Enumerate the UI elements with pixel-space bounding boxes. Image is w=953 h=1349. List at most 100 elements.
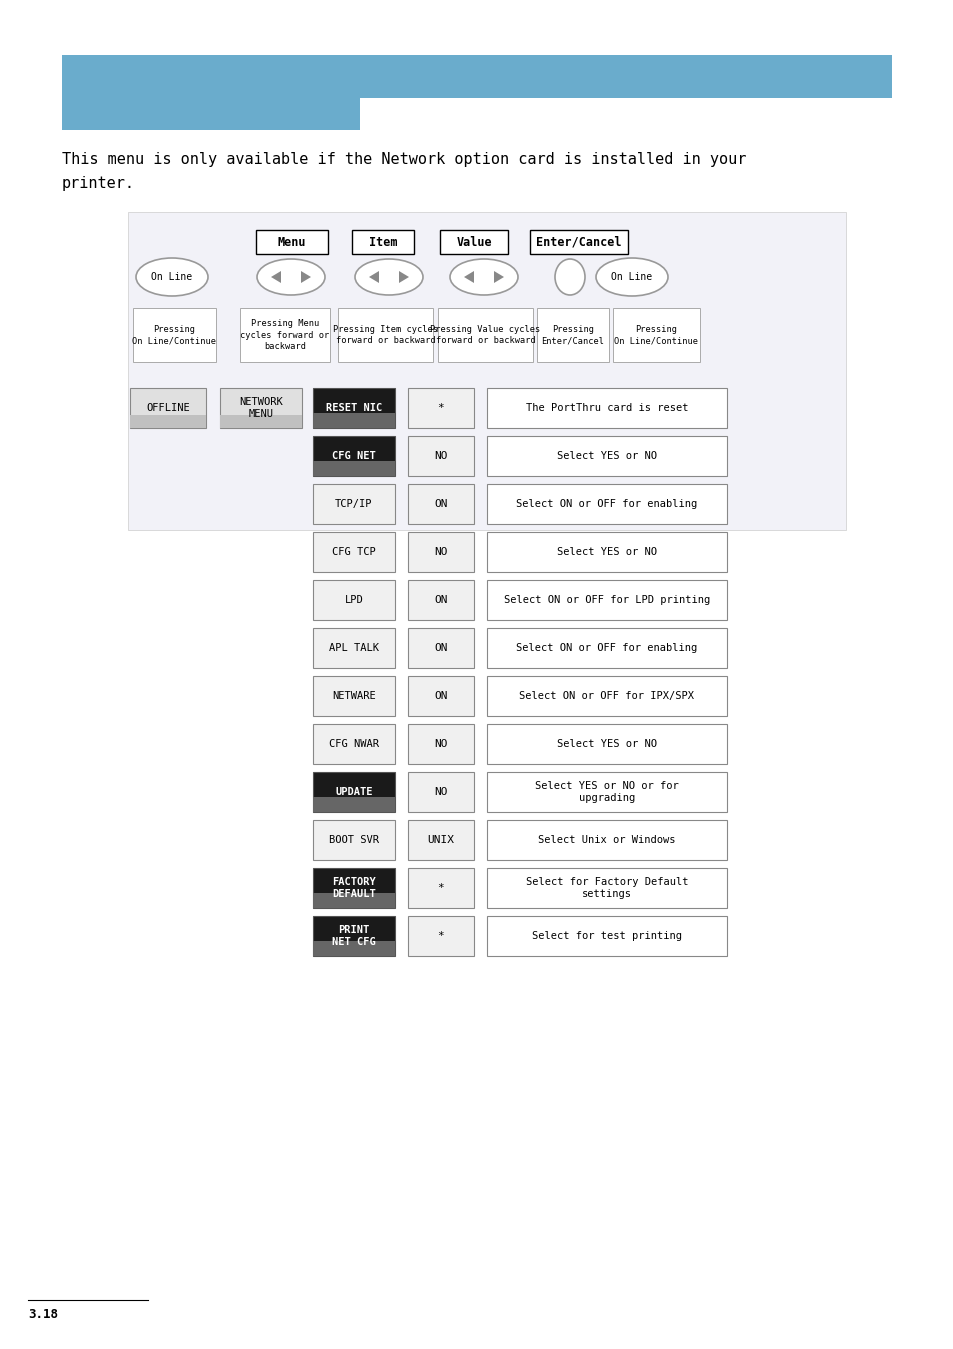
Text: *: *	[437, 931, 444, 942]
Text: Pressing
Enter/Cancel: Pressing Enter/Cancel	[541, 325, 604, 345]
Ellipse shape	[136, 258, 208, 295]
Text: Select YES or NO: Select YES or NO	[557, 739, 657, 749]
Text: UNIX: UNIX	[427, 835, 454, 844]
Bar	[313, 461, 395, 476]
Text: Select YES or NO: Select YES or NO	[557, 451, 657, 461]
Text: LPD: LPD	[344, 595, 363, 604]
Text: NO: NO	[434, 786, 447, 797]
Bar	[240, 308, 330, 362]
Bar	[408, 772, 474, 812]
Bar	[313, 724, 395, 764]
Bar	[486, 916, 726, 956]
Text: PRINT
NET CFG: PRINT NET CFG	[332, 925, 375, 947]
Bar	[486, 724, 726, 764]
Text: BOOT SVR: BOOT SVR	[329, 835, 378, 844]
Bar	[313, 436, 395, 476]
Bar	[313, 389, 395, 428]
Bar	[313, 867, 395, 908]
Text: ON: ON	[434, 595, 447, 604]
Text: Select YES or NO or for
upgrading: Select YES or NO or for upgrading	[535, 781, 679, 803]
Text: TCP/IP: TCP/IP	[335, 499, 373, 509]
Bar	[313, 676, 395, 716]
Text: NO: NO	[434, 739, 447, 749]
Bar	[439, 229, 507, 254]
Text: Pressing
On Line/Continue: Pressing On Line/Continue	[614, 325, 698, 345]
Bar	[408, 532, 474, 572]
Bar	[408, 820, 474, 861]
Bar	[613, 308, 700, 362]
Text: CFG NWAR: CFG NWAR	[329, 739, 378, 749]
Bar	[313, 413, 395, 428]
Bar	[408, 436, 474, 476]
Text: Pressing Item cycles
forward or backward: Pressing Item cycles forward or backward	[333, 325, 437, 345]
Text: OFFLINE: OFFLINE	[146, 403, 190, 413]
Bar	[408, 389, 474, 428]
Bar	[255, 229, 328, 254]
Text: 3.18: 3.18	[28, 1309, 58, 1321]
Text: NETWORK
MENU: NETWORK MENU	[239, 397, 283, 420]
Text: Enter/Cancel: Enter/Cancel	[536, 236, 621, 248]
Bar	[486, 484, 726, 523]
Text: ON: ON	[434, 691, 447, 701]
Bar	[486, 867, 726, 908]
Text: Item: Item	[369, 236, 396, 248]
Bar	[62, 55, 891, 98]
Text: NETWARE: NETWARE	[332, 691, 375, 701]
Text: Pressing Menu
cycles forward or
backward: Pressing Menu cycles forward or backward	[240, 320, 330, 351]
Text: NO: NO	[434, 546, 447, 557]
Bar	[313, 772, 395, 812]
Text: This menu is only available if the Network option card is installed in your: This menu is only available if the Netwo…	[62, 152, 745, 167]
Ellipse shape	[555, 259, 584, 295]
Ellipse shape	[596, 258, 667, 295]
Bar	[337, 308, 433, 362]
Bar	[220, 389, 302, 428]
Bar	[313, 916, 395, 956]
Text: Select YES or NO: Select YES or NO	[557, 546, 657, 557]
Bar	[313, 580, 395, 621]
Text: printer.: printer.	[62, 175, 135, 192]
Text: NO: NO	[434, 451, 447, 461]
Ellipse shape	[355, 259, 422, 295]
Bar	[313, 893, 395, 908]
Text: ON: ON	[434, 643, 447, 653]
Text: The PortThru card is reset: The PortThru card is reset	[525, 403, 687, 413]
Text: CFG TCP: CFG TCP	[332, 546, 375, 557]
Text: Value: Value	[456, 236, 492, 248]
Text: Select ON or OFF for IPX/SPX: Select ON or OFF for IPX/SPX	[519, 691, 694, 701]
Bar	[408, 580, 474, 621]
Bar	[62, 55, 359, 130]
Text: Pressing
On Line/Continue: Pressing On Line/Continue	[132, 325, 216, 345]
Text: Select for test printing: Select for test printing	[532, 931, 681, 942]
Text: On Line: On Line	[611, 272, 652, 282]
Bar	[486, 532, 726, 572]
Polygon shape	[398, 271, 409, 283]
Bar	[408, 867, 474, 908]
Bar	[408, 724, 474, 764]
Bar	[313, 797, 395, 812]
Bar	[486, 629, 726, 668]
Text: Select ON or OFF for LPD printing: Select ON or OFF for LPD printing	[503, 595, 709, 604]
Text: Pressing Value cycles
forward or backward: Pressing Value cycles forward or backwar…	[430, 325, 540, 345]
Bar	[486, 389, 726, 428]
Bar	[313, 532, 395, 572]
Bar	[408, 676, 474, 716]
Polygon shape	[463, 271, 474, 283]
Text: UPDATE: UPDATE	[335, 786, 373, 797]
Bar	[486, 436, 726, 476]
Bar	[313, 820, 395, 861]
Ellipse shape	[256, 259, 325, 295]
Polygon shape	[271, 271, 281, 283]
Text: On Line: On Line	[152, 272, 193, 282]
Bar	[486, 772, 726, 812]
Bar	[313, 484, 395, 523]
Bar	[408, 484, 474, 523]
Bar	[486, 580, 726, 621]
Bar	[313, 940, 395, 956]
Text: Select for Factory Default
settings: Select for Factory Default settings	[525, 877, 687, 900]
Text: Menu: Menu	[277, 236, 306, 248]
Bar	[130, 389, 206, 428]
Bar	[537, 308, 608, 362]
Bar	[352, 229, 414, 254]
Bar	[313, 629, 395, 668]
Polygon shape	[369, 271, 378, 283]
